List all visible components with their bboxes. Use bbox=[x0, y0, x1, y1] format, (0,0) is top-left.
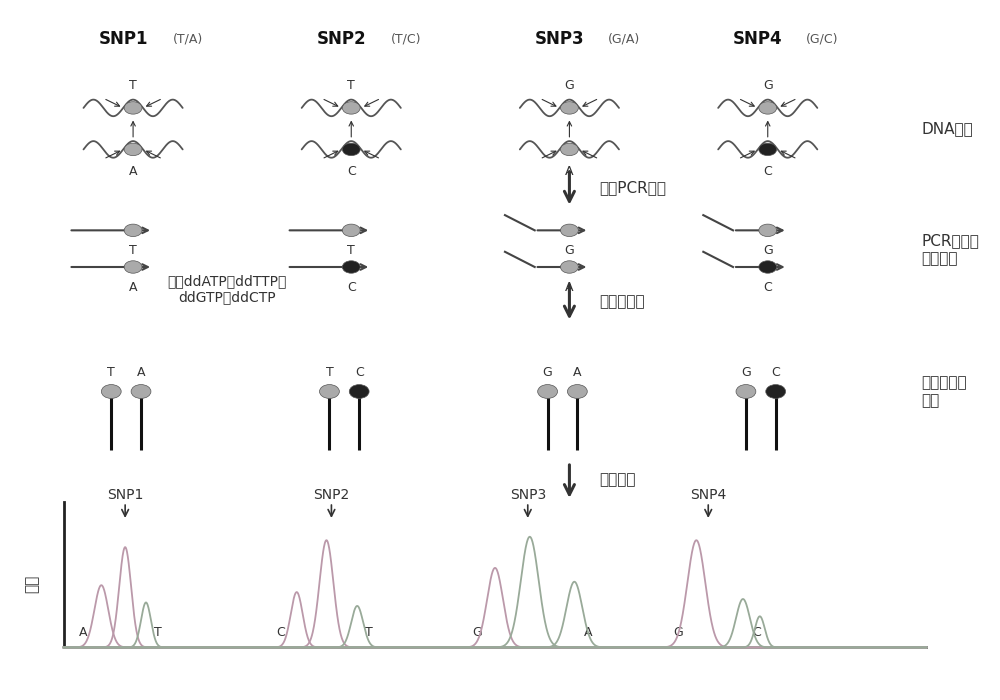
Text: SNP1: SNP1 bbox=[98, 29, 148, 48]
Text: 峰高: 峰高 bbox=[24, 574, 39, 593]
Circle shape bbox=[766, 384, 786, 398]
Text: DNA模板: DNA模板 bbox=[921, 121, 973, 136]
Text: (T/A): (T/A) bbox=[173, 32, 203, 46]
Text: T: T bbox=[154, 626, 162, 639]
Text: SNP3: SNP3 bbox=[510, 488, 546, 502]
Text: T: T bbox=[129, 244, 137, 257]
Circle shape bbox=[560, 144, 578, 155]
Text: G: G bbox=[674, 626, 683, 639]
Circle shape bbox=[342, 144, 360, 155]
Text: T: T bbox=[365, 626, 373, 639]
Text: A: A bbox=[137, 366, 145, 379]
Text: C: C bbox=[276, 626, 285, 639]
Text: T: T bbox=[326, 366, 333, 379]
Text: (G/A): (G/A) bbox=[608, 32, 640, 46]
Circle shape bbox=[124, 261, 142, 273]
Circle shape bbox=[759, 261, 777, 273]
Circle shape bbox=[759, 224, 777, 237]
Text: 单碷基延伸
产物: 单碷基延伸 产物 bbox=[921, 375, 967, 407]
Text: A: A bbox=[565, 164, 574, 178]
Text: A: A bbox=[79, 626, 88, 639]
Text: SNP4: SNP4 bbox=[733, 29, 783, 48]
Text: SNP2: SNP2 bbox=[313, 488, 350, 502]
Text: G: G bbox=[565, 244, 574, 257]
Circle shape bbox=[320, 384, 339, 398]
Text: C: C bbox=[752, 626, 761, 639]
Text: (T/C): (T/C) bbox=[391, 32, 421, 46]
Text: SNP3: SNP3 bbox=[535, 29, 584, 48]
Text: 加入ddATP、ddTTP、
ddGTP和ddCTP: 加入ddATP、ddTTP、 ddGTP和ddCTP bbox=[168, 274, 287, 304]
Text: PCR产物和
延伸引物: PCR产物和 延伸引物 bbox=[921, 234, 979, 266]
Circle shape bbox=[567, 384, 587, 398]
Circle shape bbox=[101, 384, 121, 398]
Circle shape bbox=[131, 384, 151, 398]
Circle shape bbox=[342, 224, 360, 237]
Circle shape bbox=[560, 261, 578, 273]
Circle shape bbox=[342, 261, 360, 273]
Text: 电泳分离: 电泳分离 bbox=[599, 473, 636, 487]
Circle shape bbox=[124, 224, 142, 237]
Text: A: A bbox=[565, 281, 574, 294]
Text: C: C bbox=[763, 164, 772, 178]
Text: A: A bbox=[129, 164, 137, 178]
Text: G: G bbox=[472, 626, 482, 639]
Circle shape bbox=[124, 144, 142, 155]
Text: T: T bbox=[107, 366, 115, 379]
Text: A: A bbox=[573, 366, 582, 379]
Text: T: T bbox=[129, 79, 137, 92]
Text: 单碷基延伸: 单碷基延伸 bbox=[599, 294, 645, 309]
Circle shape bbox=[736, 384, 756, 398]
Text: A: A bbox=[129, 281, 137, 294]
Text: C: C bbox=[347, 164, 356, 178]
Text: C: C bbox=[771, 366, 780, 379]
Text: G: G bbox=[543, 366, 552, 379]
Text: G: G bbox=[741, 366, 751, 379]
Circle shape bbox=[759, 144, 777, 155]
Text: G: G bbox=[763, 79, 773, 92]
Circle shape bbox=[538, 384, 558, 398]
Text: T: T bbox=[347, 244, 355, 257]
Text: 多重PCR扩增: 多重PCR扩增 bbox=[599, 180, 666, 195]
Text: SNP4: SNP4 bbox=[690, 488, 726, 502]
Text: C: C bbox=[347, 281, 356, 294]
Text: A: A bbox=[584, 626, 593, 639]
Text: SNP1: SNP1 bbox=[107, 488, 143, 502]
Text: G: G bbox=[565, 79, 574, 92]
Text: C: C bbox=[763, 281, 772, 294]
Circle shape bbox=[349, 384, 369, 398]
Text: (G/C): (G/C) bbox=[806, 32, 839, 46]
Circle shape bbox=[560, 102, 578, 114]
Text: T: T bbox=[347, 79, 355, 92]
Circle shape bbox=[560, 224, 578, 237]
Text: SNP2: SNP2 bbox=[317, 29, 366, 48]
Text: C: C bbox=[355, 366, 364, 379]
Text: G: G bbox=[763, 244, 773, 257]
Circle shape bbox=[124, 102, 142, 114]
Circle shape bbox=[342, 102, 360, 114]
Circle shape bbox=[759, 102, 777, 114]
